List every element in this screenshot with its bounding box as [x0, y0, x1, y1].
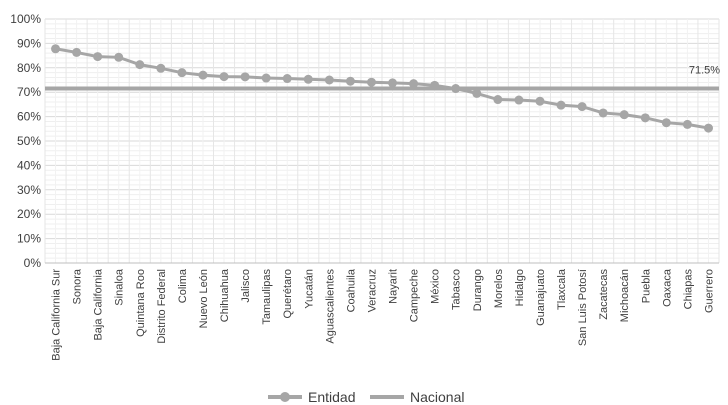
- y-tick-label: 20%: [17, 207, 41, 221]
- x-tick-label: Guerrero: [703, 269, 715, 313]
- x-tick-label: Puebla: [640, 268, 652, 303]
- entidad-point: [114, 52, 124, 62]
- y-tick-label: 40%: [17, 158, 41, 172]
- entidad-point: [388, 78, 398, 88]
- entidad-point: [51, 44, 61, 54]
- entidad-point: [577, 102, 587, 112]
- y-tick-label: 60%: [17, 110, 41, 124]
- entidad-point: [451, 84, 461, 94]
- y-tick-label: 30%: [17, 183, 41, 197]
- x-tick-label: Distrito Federal: [156, 269, 168, 344]
- x-tick-label: Yucatán: [303, 269, 315, 309]
- x-tick-label: Jalisco: [240, 269, 252, 303]
- entidad-point: [409, 79, 419, 89]
- x-tick-label: Hidalgo: [514, 269, 526, 306]
- entidad-point: [556, 100, 566, 110]
- entidad-point: [514, 95, 524, 105]
- entidad-data-points: [51, 44, 713, 133]
- x-tick-label: Quintana Roo: [135, 269, 147, 337]
- y-tick-label: 70%: [17, 85, 41, 99]
- x-tick-label: Nuevo León: [198, 269, 210, 328]
- x-tick-label: Querétaro: [282, 269, 294, 319]
- y-axis-tick-labels: 0% 10% 20% 30% 40% 50% 60% 70% 80% 90% 100%: [10, 12, 41, 270]
- x-tick-label: Chiapas: [682, 269, 694, 310]
- x-tick-label: Baja California Sur: [51, 269, 63, 361]
- entidad-point: [640, 113, 650, 123]
- entidad-point: [135, 60, 145, 70]
- gridlines: [44, 18, 720, 263]
- entidad-point: [303, 74, 313, 84]
- x-tick-label: Tabasco: [451, 269, 463, 310]
- y-tick-label: 50%: [17, 134, 41, 148]
- entidad-point: [198, 70, 208, 80]
- x-tick-label: Sinaloa: [114, 268, 126, 306]
- x-tick-label: Tamaulipas: [261, 269, 273, 325]
- legend-entidad-label: Entidad: [308, 389, 355, 405]
- x-tick-label: Morelos: [493, 269, 505, 309]
- entidad-point: [472, 88, 482, 98]
- x-tick-label: Coahuila: [345, 268, 357, 312]
- y-tick-label: 90%: [17, 36, 41, 50]
- y-tick-label: 100%: [10, 12, 41, 26]
- x-axis-tick-labels: Baja California Sur Sonora Baja California…: [51, 268, 716, 361]
- nacional-value-label: 71.5%: [689, 65, 720, 77]
- entidad-point: [156, 63, 166, 73]
- x-tick-label: Michoacán: [619, 269, 631, 322]
- x-tick-label: Durango: [472, 269, 484, 311]
- entidad-point: [682, 119, 692, 129]
- x-tick-label: San Luis Potosí: [577, 269, 589, 346]
- legend-entidad-marker: [280, 392, 290, 402]
- entidad-point: [219, 72, 229, 82]
- x-tick-label: Aguascalientes: [324, 269, 336, 344]
- x-tick-label: Colima: [177, 268, 189, 303]
- y-tick-label: 80%: [17, 61, 41, 75]
- entidad-point: [72, 47, 82, 57]
- x-tick-label: Zacatecas: [598, 269, 610, 320]
- entidad-point: [324, 75, 334, 85]
- entidad-point: [493, 95, 503, 105]
- y-tick-label: 0%: [24, 256, 42, 270]
- entidad-point: [282, 74, 292, 84]
- entidad-point: [661, 118, 671, 128]
- entidad-point: [366, 77, 376, 87]
- entidad-point: [619, 110, 629, 120]
- entidad-point: [93, 52, 103, 62]
- x-tick-label: Veracruz: [366, 269, 378, 312]
- x-tick-label: Tlaxcala: [556, 268, 568, 310]
- y-tick-label: 10%: [17, 232, 41, 246]
- entidad-point: [177, 68, 187, 78]
- x-tick-label: Nayarit: [388, 269, 400, 304]
- legend: Entidad Nacional: [268, 389, 464, 405]
- entidad-point: [598, 108, 608, 118]
- entidad-point: [535, 96, 545, 106]
- entidad-point: [703, 123, 713, 133]
- x-tick-label: Baja California: [93, 268, 105, 340]
- entidad-point: [430, 80, 440, 90]
- x-tick-label: Guanajuato: [535, 269, 547, 326]
- x-tick-label: Sonora: [72, 268, 84, 304]
- entidad-point: [345, 76, 355, 86]
- entidad-point: [240, 72, 250, 82]
- x-tick-label: Chihuahua: [219, 268, 231, 322]
- legend-nacional-label: Nacional: [410, 389, 464, 405]
- x-tick-label: México: [430, 269, 442, 304]
- x-tick-label: Oaxaca: [661, 268, 673, 307]
- entidad-point: [261, 73, 271, 83]
- x-tick-label: Campeche: [409, 269, 421, 322]
